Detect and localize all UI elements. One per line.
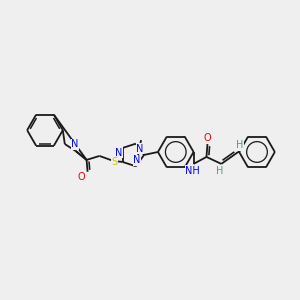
- Text: N: N: [136, 144, 143, 154]
- Text: O: O: [204, 133, 211, 143]
- Text: H: H: [216, 166, 223, 176]
- Text: N: N: [133, 155, 140, 165]
- Text: S: S: [111, 157, 117, 167]
- Text: H: H: [236, 140, 244, 150]
- Text: NH: NH: [185, 166, 200, 176]
- Text: N: N: [115, 148, 122, 158]
- Text: N: N: [71, 139, 78, 149]
- Text: O: O: [78, 172, 86, 182]
